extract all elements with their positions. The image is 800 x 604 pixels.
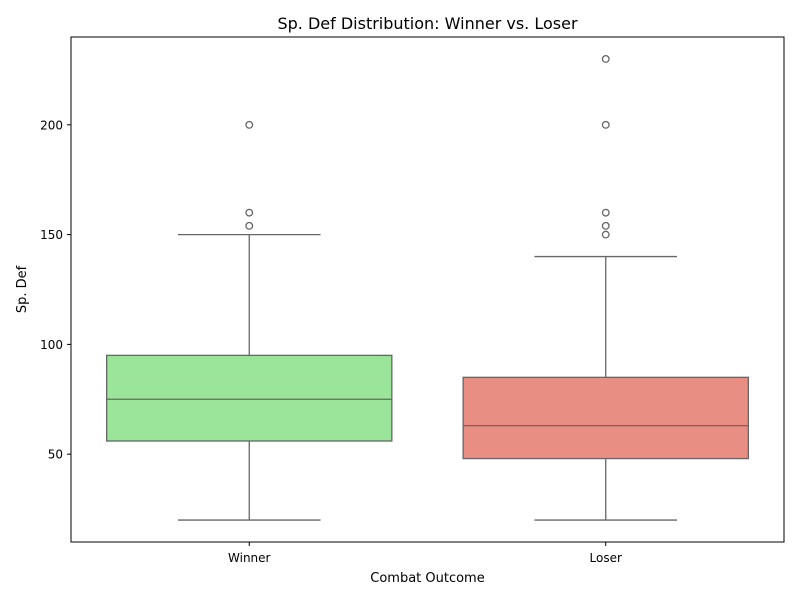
x-tick-label: Loser bbox=[590, 551, 622, 565]
y-tick-label: 100 bbox=[40, 338, 63, 352]
x-tick-label: Winner bbox=[228, 551, 271, 565]
outlier-point bbox=[601, 221, 610, 230]
box-group-winner bbox=[106, 120, 393, 521]
y-tick-label: 50 bbox=[48, 448, 63, 462]
y-tick-label: 200 bbox=[40, 118, 63, 132]
y-tick-label: 150 bbox=[40, 228, 63, 242]
iqr-box bbox=[106, 354, 393, 442]
y-axis-label: Sp. Def bbox=[15, 265, 30, 313]
iqr-box bbox=[462, 376, 750, 460]
outlier-point bbox=[601, 120, 610, 129]
outlier-point bbox=[245, 221, 254, 230]
outlier-point bbox=[601, 230, 610, 239]
x-axis-label: Combat Outcome bbox=[370, 571, 484, 586]
plot-area bbox=[106, 55, 750, 521]
outlier-point bbox=[245, 120, 254, 129]
outlier-point bbox=[245, 208, 254, 217]
plot-frame bbox=[70, 36, 785, 543]
box-group-loser bbox=[462, 55, 750, 521]
outlier-point bbox=[601, 55, 610, 63]
chart-title: Sp. Def Distribution: Winner vs. Loser bbox=[277, 14, 577, 33]
outlier-point bbox=[601, 208, 610, 217]
